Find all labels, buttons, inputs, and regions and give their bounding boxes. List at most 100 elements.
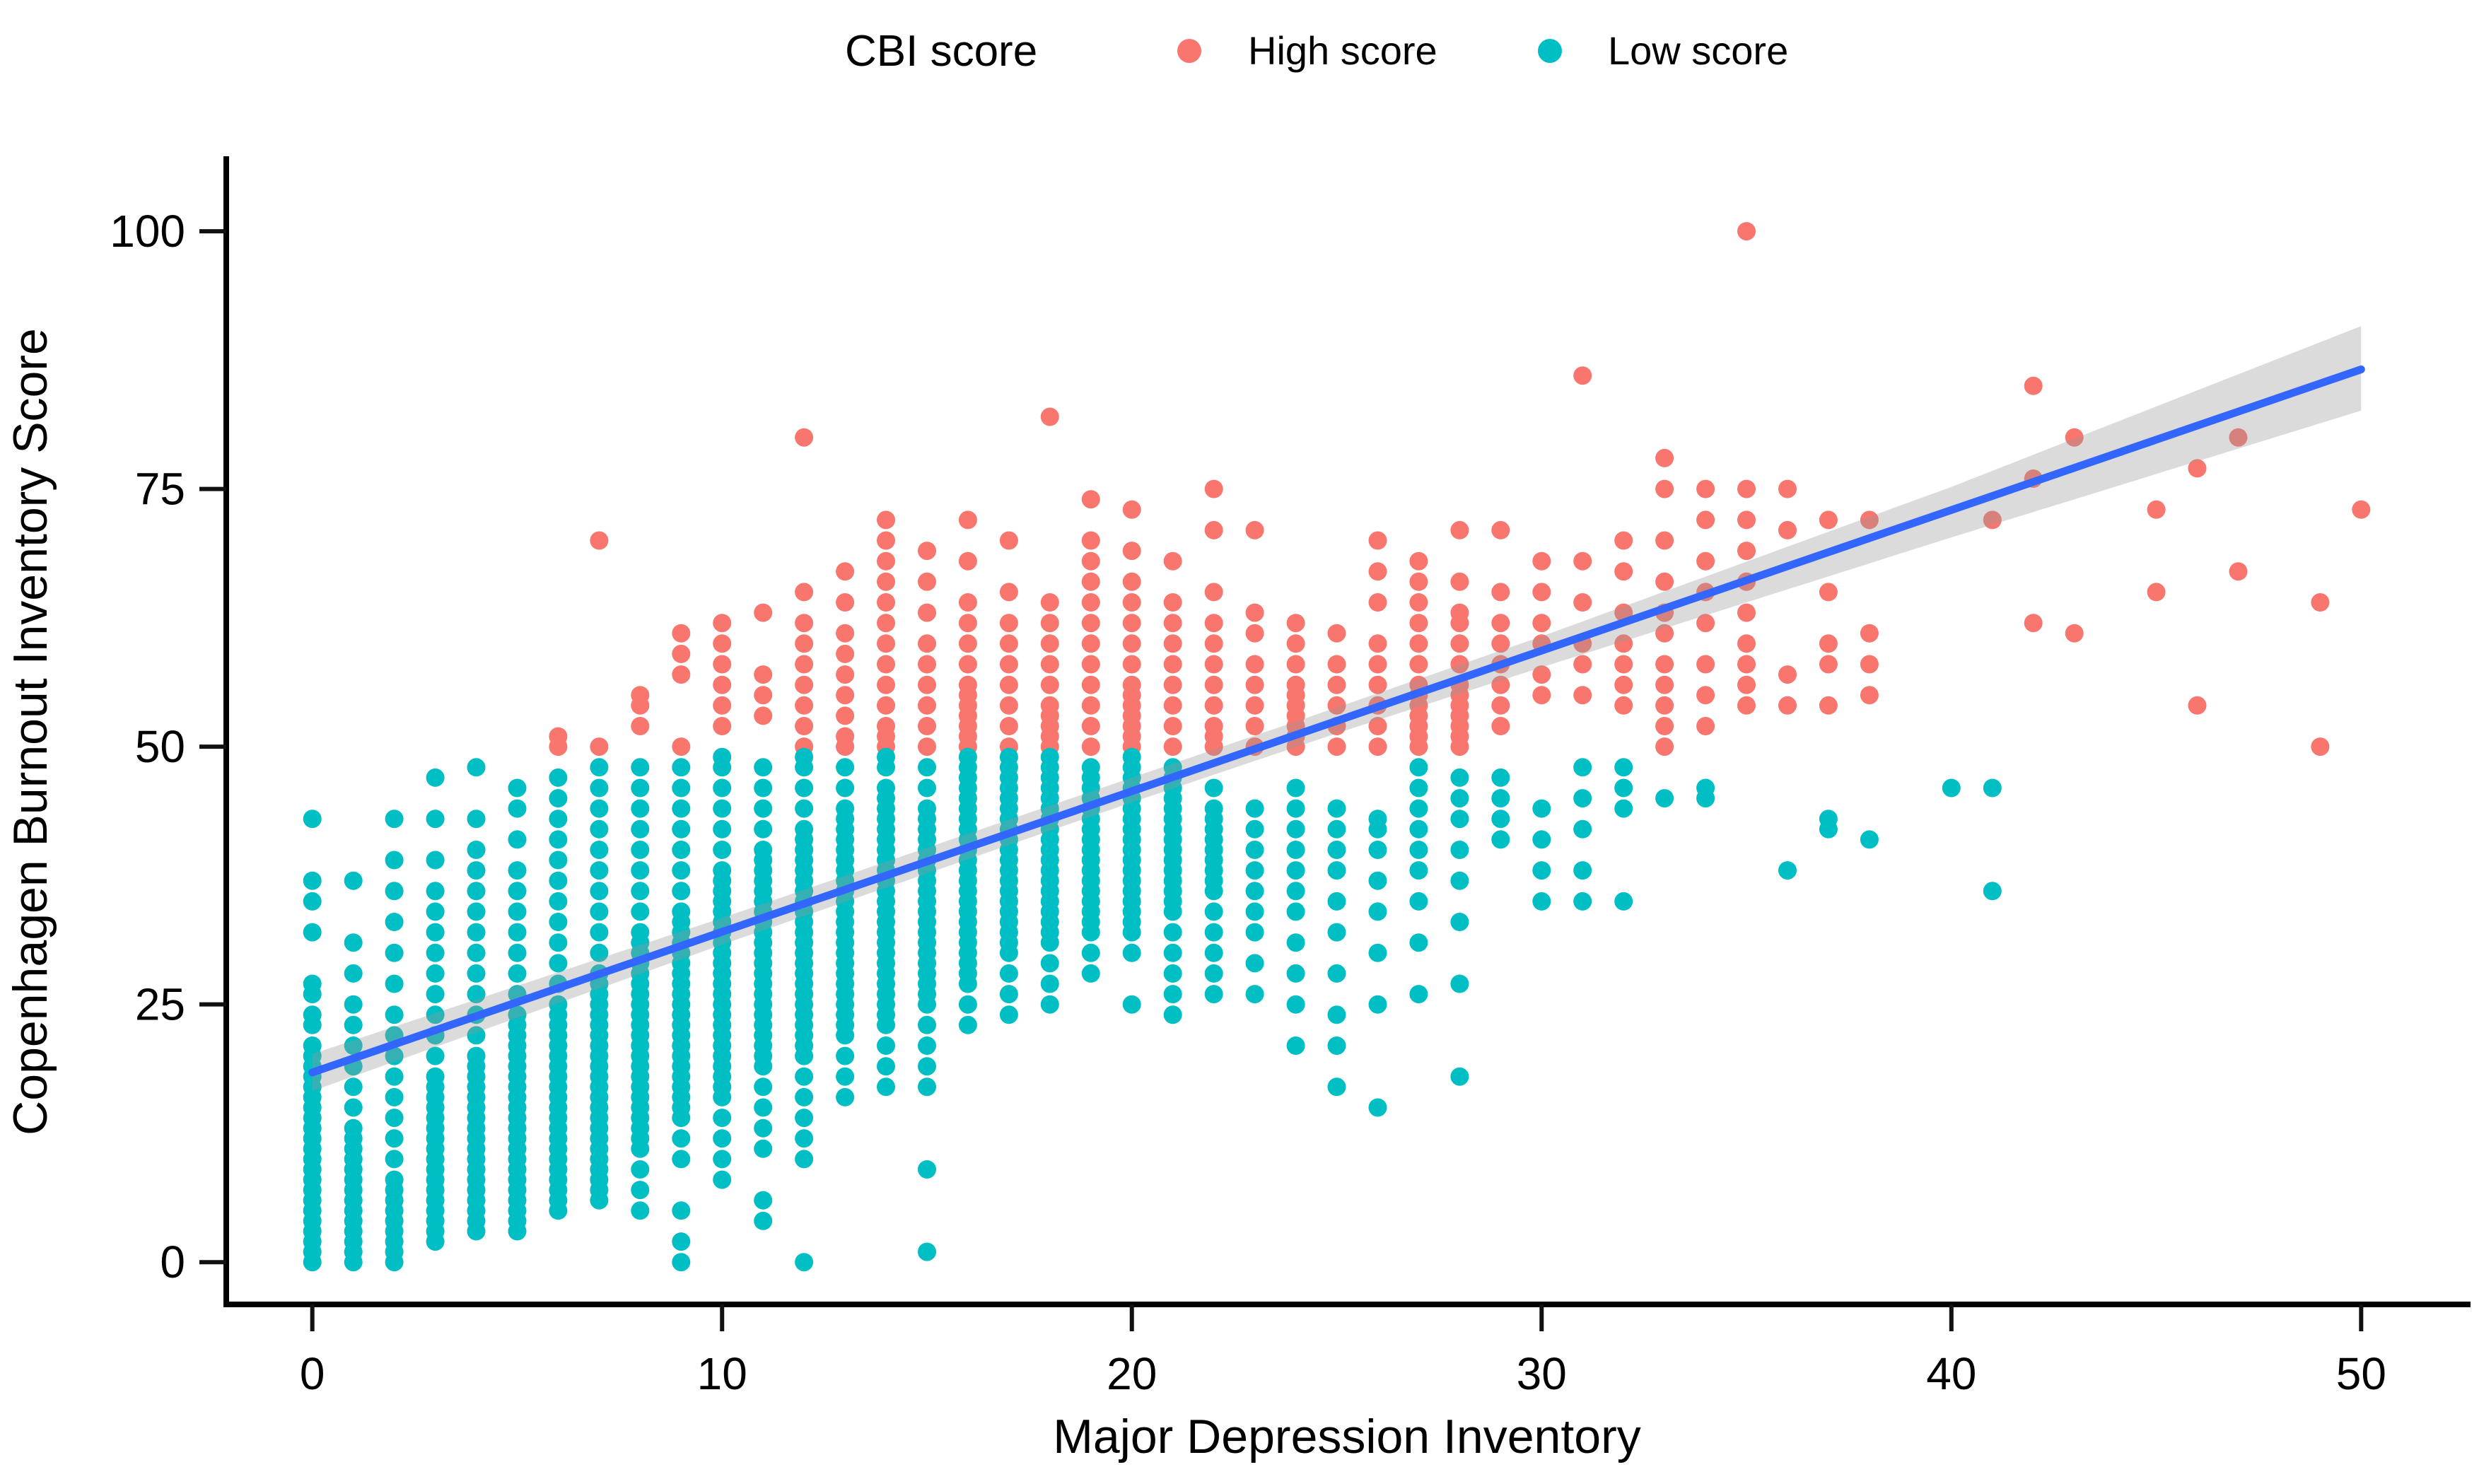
data-point — [1532, 583, 1551, 602]
data-point — [672, 1232, 691, 1251]
data-point — [1655, 789, 1674, 808]
data-point — [918, 603, 936, 622]
data-point — [1163, 923, 1182, 942]
data-point — [426, 943, 445, 962]
data-point — [958, 510, 977, 530]
data-point — [1409, 614, 1428, 633]
data-point — [303, 974, 322, 993]
data-point — [999, 717, 1018, 735]
data-point — [631, 841, 650, 859]
data-point — [877, 747, 895, 766]
data-point — [549, 933, 568, 952]
y-tick-label: 50 — [135, 721, 185, 772]
data-point — [1696, 510, 1715, 530]
data-point — [1327, 923, 1346, 942]
data-point — [1327, 964, 1346, 983]
data-point — [713, 778, 732, 797]
data-point — [1614, 892, 1633, 911]
data-point — [590, 902, 609, 921]
data-point — [918, 572, 936, 591]
data-point — [1409, 933, 1428, 952]
data-point — [1368, 841, 1387, 859]
data-point — [918, 1242, 936, 1261]
data-point — [1204, 778, 1223, 797]
data-point — [1368, 737, 1387, 756]
data-point — [631, 1160, 650, 1179]
data-point — [754, 1118, 773, 1138]
data-point — [1122, 572, 1141, 591]
data-point — [795, 614, 814, 633]
data-point — [590, 799, 609, 818]
data-point — [1614, 634, 1633, 653]
data-point — [1409, 892, 1428, 911]
data-point — [999, 696, 1018, 715]
data-point — [999, 675, 1018, 694]
data-point — [467, 964, 486, 983]
data-point — [1532, 830, 1551, 849]
data-point — [672, 737, 691, 756]
data-point — [344, 1077, 363, 1097]
data-point — [1245, 717, 1264, 735]
data-point — [1368, 593, 1387, 612]
data-point — [999, 634, 1018, 653]
data-point — [918, 799, 936, 818]
data-point — [467, 923, 486, 942]
data-point — [1327, 819, 1346, 839]
data-point — [672, 841, 691, 859]
data-point — [426, 1067, 445, 1086]
data-point — [631, 778, 650, 797]
data-point — [1614, 562, 1633, 581]
data-point — [1204, 985, 1223, 1004]
data-point — [754, 1211, 773, 1230]
data-point — [713, 614, 732, 633]
data-point — [1655, 531, 1674, 550]
data-point — [672, 882, 691, 901]
data-point — [918, 1057, 936, 1076]
x-tick-label: 0 — [300, 1348, 325, 1399]
data-point — [1368, 531, 1387, 550]
data-point — [1819, 655, 1838, 674]
y-tick-label: 25 — [135, 979, 185, 1030]
data-point — [1696, 717, 1715, 735]
data-point — [385, 1005, 404, 1024]
data-point — [1655, 479, 1674, 498]
data-point — [385, 1067, 404, 1086]
data-point — [1040, 954, 1059, 973]
data-point — [1286, 614, 1305, 633]
data-point — [1286, 799, 1305, 818]
data-point — [754, 603, 773, 622]
data-point — [2188, 459, 2207, 478]
data-point — [1737, 542, 1756, 561]
data-point — [1532, 665, 1551, 684]
data-point — [1778, 696, 1797, 715]
data-point — [1245, 520, 1264, 539]
data-point — [836, 706, 855, 725]
data-point — [877, 510, 895, 530]
data-point — [467, 1026, 486, 1045]
data-point — [918, 778, 936, 797]
data-point — [1409, 819, 1428, 839]
data-point — [467, 861, 486, 880]
data-point — [1696, 614, 1715, 633]
data-point — [958, 995, 977, 1014]
data-point — [508, 902, 527, 921]
data-point — [958, 747, 977, 766]
data-point — [549, 830, 568, 849]
data-point — [1655, 717, 1674, 735]
data-point — [1286, 882, 1305, 901]
data-point — [1081, 655, 1100, 674]
data-point — [1327, 841, 1346, 859]
x-tick-label: 40 — [1926, 1348, 1976, 1399]
data-point — [1286, 1036, 1305, 1055]
data-point — [549, 913, 568, 931]
data-point — [1655, 655, 1674, 674]
data-point — [918, 1077, 936, 1097]
data-point — [1081, 490, 1100, 509]
data-point — [1040, 747, 1059, 766]
data-point — [1573, 789, 1592, 808]
data-point — [1942, 778, 1961, 797]
data-point — [1696, 551, 1715, 571]
data-point — [1409, 778, 1428, 797]
data-point — [1819, 510, 1838, 530]
data-point — [999, 531, 1018, 550]
